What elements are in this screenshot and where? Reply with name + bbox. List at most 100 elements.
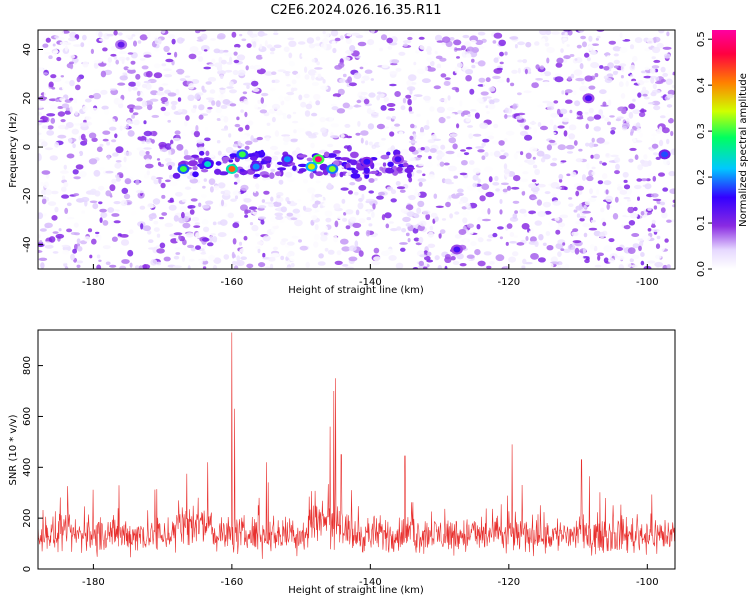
heatmap-cell <box>604 117 610 122</box>
heatmap-cell <box>226 86 234 89</box>
heatmap-cell <box>275 171 282 177</box>
heatmap-cell <box>477 260 486 267</box>
heatmap-cell <box>358 250 364 257</box>
heatmap-cell <box>578 148 583 152</box>
heatmap-cell <box>136 97 143 102</box>
heatmap-feature-core <box>283 156 291 163</box>
heatmap-cell <box>44 51 51 55</box>
heatmap-cell <box>182 62 186 69</box>
heatmap-cell <box>43 213 47 217</box>
heatmap-cell <box>247 120 254 126</box>
heatmap-cell <box>217 150 222 156</box>
heatmap-cell <box>348 245 357 252</box>
heatmap-cell <box>197 56 204 62</box>
heatmap-cell <box>138 265 143 269</box>
heatmap-cell <box>173 255 180 260</box>
heatmap-cell <box>521 265 526 269</box>
heatmap-cell <box>509 241 517 244</box>
heatmap-cell <box>223 52 233 57</box>
heatmap-cell <box>631 233 640 237</box>
heatmap-cell <box>90 48 94 55</box>
heatmap-cell <box>612 71 618 76</box>
heatmap-cell <box>349 216 357 223</box>
heatmap-cell <box>601 162 607 166</box>
heatmap-cell <box>216 118 221 121</box>
heatmap-cell <box>524 68 528 75</box>
heatmap-cell <box>572 240 582 244</box>
heatmap-cell <box>434 216 439 222</box>
heatmap-cell <box>528 210 536 215</box>
heatmap-cell <box>644 66 650 71</box>
heatmap-cell <box>164 74 173 78</box>
heatmap-cell <box>569 54 575 57</box>
heatmap-cell <box>201 237 210 242</box>
heatmap-cell <box>314 224 319 231</box>
heatmap-cell <box>390 62 398 66</box>
heatmap-cell <box>309 172 314 179</box>
heatmap-cell <box>334 260 343 265</box>
heatmap-cell <box>465 118 471 122</box>
heatmap-cell <box>178 235 182 240</box>
heatmap-cell <box>556 108 561 116</box>
heatmap-cell <box>421 78 431 84</box>
heatmap-cell <box>495 188 500 192</box>
heatmap-cell <box>487 208 491 215</box>
heatmap-cell <box>647 102 655 105</box>
heatmap-cell <box>499 61 504 65</box>
heatmap-cell <box>499 199 503 204</box>
heatmap-cell <box>606 55 611 61</box>
heatmap-cell <box>244 209 252 214</box>
heatmap-cell <box>368 190 375 194</box>
heatmap-cell <box>274 212 284 217</box>
heatmap-cell <box>182 222 191 229</box>
heatmap-cell <box>466 231 474 235</box>
heatmap-cell <box>272 246 278 251</box>
heatmap-cell <box>615 118 622 122</box>
heatmap-cell <box>196 39 204 42</box>
heatmap-cell <box>617 37 625 41</box>
heatmap-cell <box>121 125 127 130</box>
heatmap-cell <box>264 71 274 76</box>
heatmap-cell <box>333 235 338 243</box>
heatmap-cell <box>304 110 311 117</box>
heatmap-cell <box>342 67 346 72</box>
heatmap-cell <box>489 152 495 156</box>
heatmap-cell <box>142 225 151 232</box>
heatmap-cell <box>371 112 379 119</box>
heatmap-cell <box>124 178 132 185</box>
heatmap-cell <box>64 80 71 84</box>
heatmap-y-tick-label: 20 <box>22 92 33 105</box>
heatmap-cell <box>141 65 149 70</box>
heatmap-cell <box>357 120 361 127</box>
heatmap-cell <box>82 61 89 68</box>
heatmap-cell <box>464 202 471 208</box>
heatmap-cell <box>534 220 543 226</box>
heatmap-cell <box>194 222 200 225</box>
heatmap-cell <box>596 35 601 39</box>
heatmap-cell <box>83 236 91 242</box>
heatmap-cell <box>313 233 320 241</box>
heatmap-cell <box>387 161 394 167</box>
heatmap-cell <box>642 93 648 97</box>
heatmap-cell <box>433 138 442 141</box>
heatmap-cell <box>330 123 340 128</box>
heatmap-cell <box>119 247 125 254</box>
heatmap-cell <box>169 197 174 203</box>
heatmap-cell <box>87 228 93 233</box>
heatmap-cell <box>205 150 210 156</box>
snr-series-line <box>38 332 675 559</box>
heatmap-cell <box>583 232 588 238</box>
heatmap-cell <box>297 163 308 168</box>
heatmap-cell <box>102 220 109 226</box>
heatmap-cell <box>368 92 376 98</box>
snr-x-tick-label: -140 <box>359 577 382 588</box>
heatmap-cell <box>339 35 344 40</box>
heatmap-cell <box>117 32 123 36</box>
heatmap-cell <box>629 44 635 50</box>
heatmap-cell <box>138 133 143 137</box>
heatmap-cell <box>91 238 97 245</box>
heatmap-cell <box>174 247 183 250</box>
heatmap-cell <box>258 33 268 36</box>
heatmap-cell <box>394 91 401 97</box>
heatmap-cell <box>356 99 362 104</box>
